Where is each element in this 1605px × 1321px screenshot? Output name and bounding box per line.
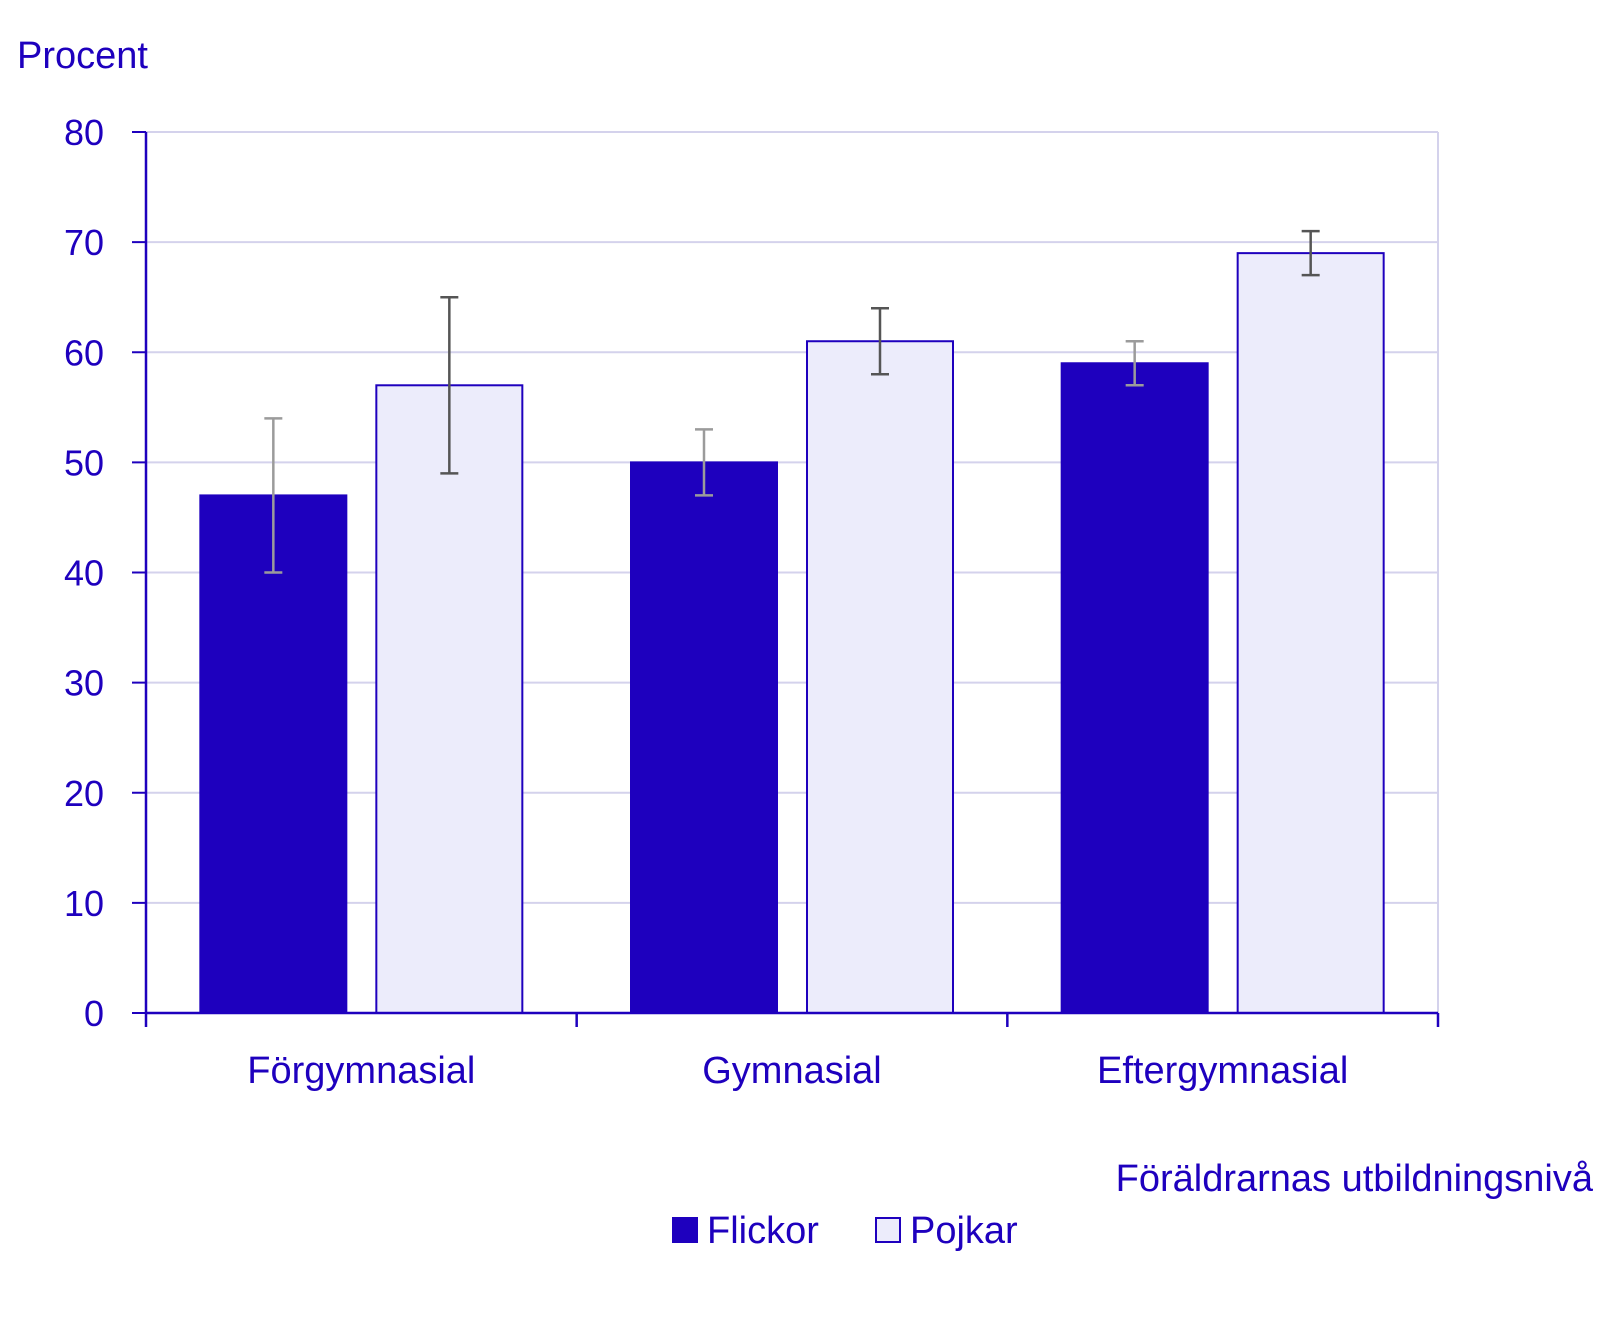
bar-flickor-1 bbox=[199, 494, 348, 1015]
error-bar-pojkar-3 bbox=[1301, 229, 1320, 277]
y-axis-title: Procent bbox=[17, 35, 148, 77]
bar-flickor-3 bbox=[1060, 362, 1209, 1014]
legend-item-flickor: Flickor bbox=[672, 1210, 819, 1252]
error-bar-pojkar-2 bbox=[871, 306, 889, 376]
gridlines bbox=[146, 131, 1439, 1013]
labels: Procent Föräldrarnas utbildningsnivå bbox=[17, 35, 1594, 1200]
legend-swatch bbox=[672, 1217, 698, 1243]
legend-item-pojkar: Pojkar bbox=[875, 1210, 1018, 1252]
x-tick-label: Gymnasial bbox=[702, 1050, 882, 1092]
x-tick-label: Eftergymnasial bbox=[1097, 1050, 1348, 1092]
y-tick-label: 80 bbox=[64, 112, 104, 153]
error-bar-flickor-3 bbox=[1125, 339, 1144, 387]
y-tick-label: 60 bbox=[64, 332, 104, 373]
y-tick-label: 10 bbox=[64, 883, 104, 924]
error-bar-pojkar-1 bbox=[440, 295, 459, 475]
legend: Flickor Pojkar bbox=[672, 1210, 1018, 1252]
bar-pojkar-3 bbox=[1236, 252, 1385, 1014]
y-tick-label: 20 bbox=[64, 773, 104, 814]
error-bar-flickor-1 bbox=[264, 417, 283, 574]
y-tick-label: 70 bbox=[64, 222, 104, 263]
axes: 0 10 20 30 40 50 60 70 80 Förgymnasial Gymnasial Ef… bbox=[64, 112, 1440, 1092]
error-bars bbox=[264, 229, 1320, 574]
bar-pojkar-1 bbox=[375, 384, 524, 1015]
x-axis-title: Föräldrarnas utbildningsnivå bbox=[1116, 1158, 1594, 1200]
y-tick-label: 0 bbox=[84, 993, 104, 1034]
y-tick-label: 40 bbox=[64, 553, 104, 594]
legend-label: Flickor bbox=[707, 1210, 819, 1252]
bar-pojkar-2 bbox=[806, 340, 954, 1014]
y-tick-label: 50 bbox=[64, 442, 104, 483]
y-tick-label: 30 bbox=[64, 663, 104, 704]
legend-swatch bbox=[875, 1217, 901, 1243]
legend-label: Pojkar bbox=[910, 1210, 1018, 1252]
bar-flickor-2 bbox=[630, 461, 778, 1014]
x-tick-label: Förgymnasial bbox=[247, 1050, 475, 1092]
bars bbox=[199, 252, 1385, 1015]
error-bar-flickor-2 bbox=[695, 428, 713, 497]
